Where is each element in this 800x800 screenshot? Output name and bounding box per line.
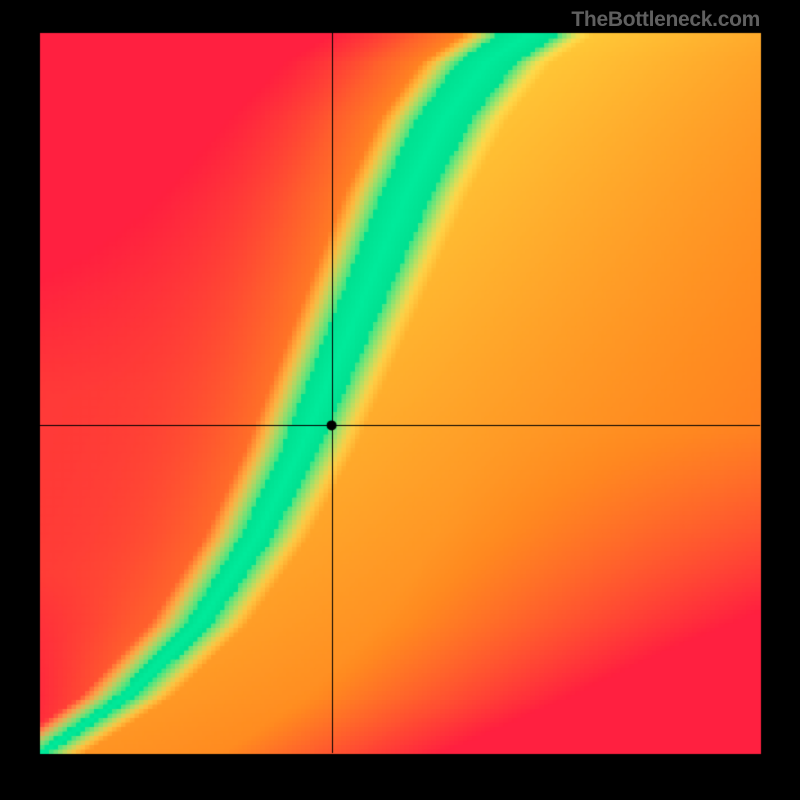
bottleneck-heatmap: [0, 0, 800, 800]
watermark-text: TheBottleneck.com: [571, 8, 760, 32]
